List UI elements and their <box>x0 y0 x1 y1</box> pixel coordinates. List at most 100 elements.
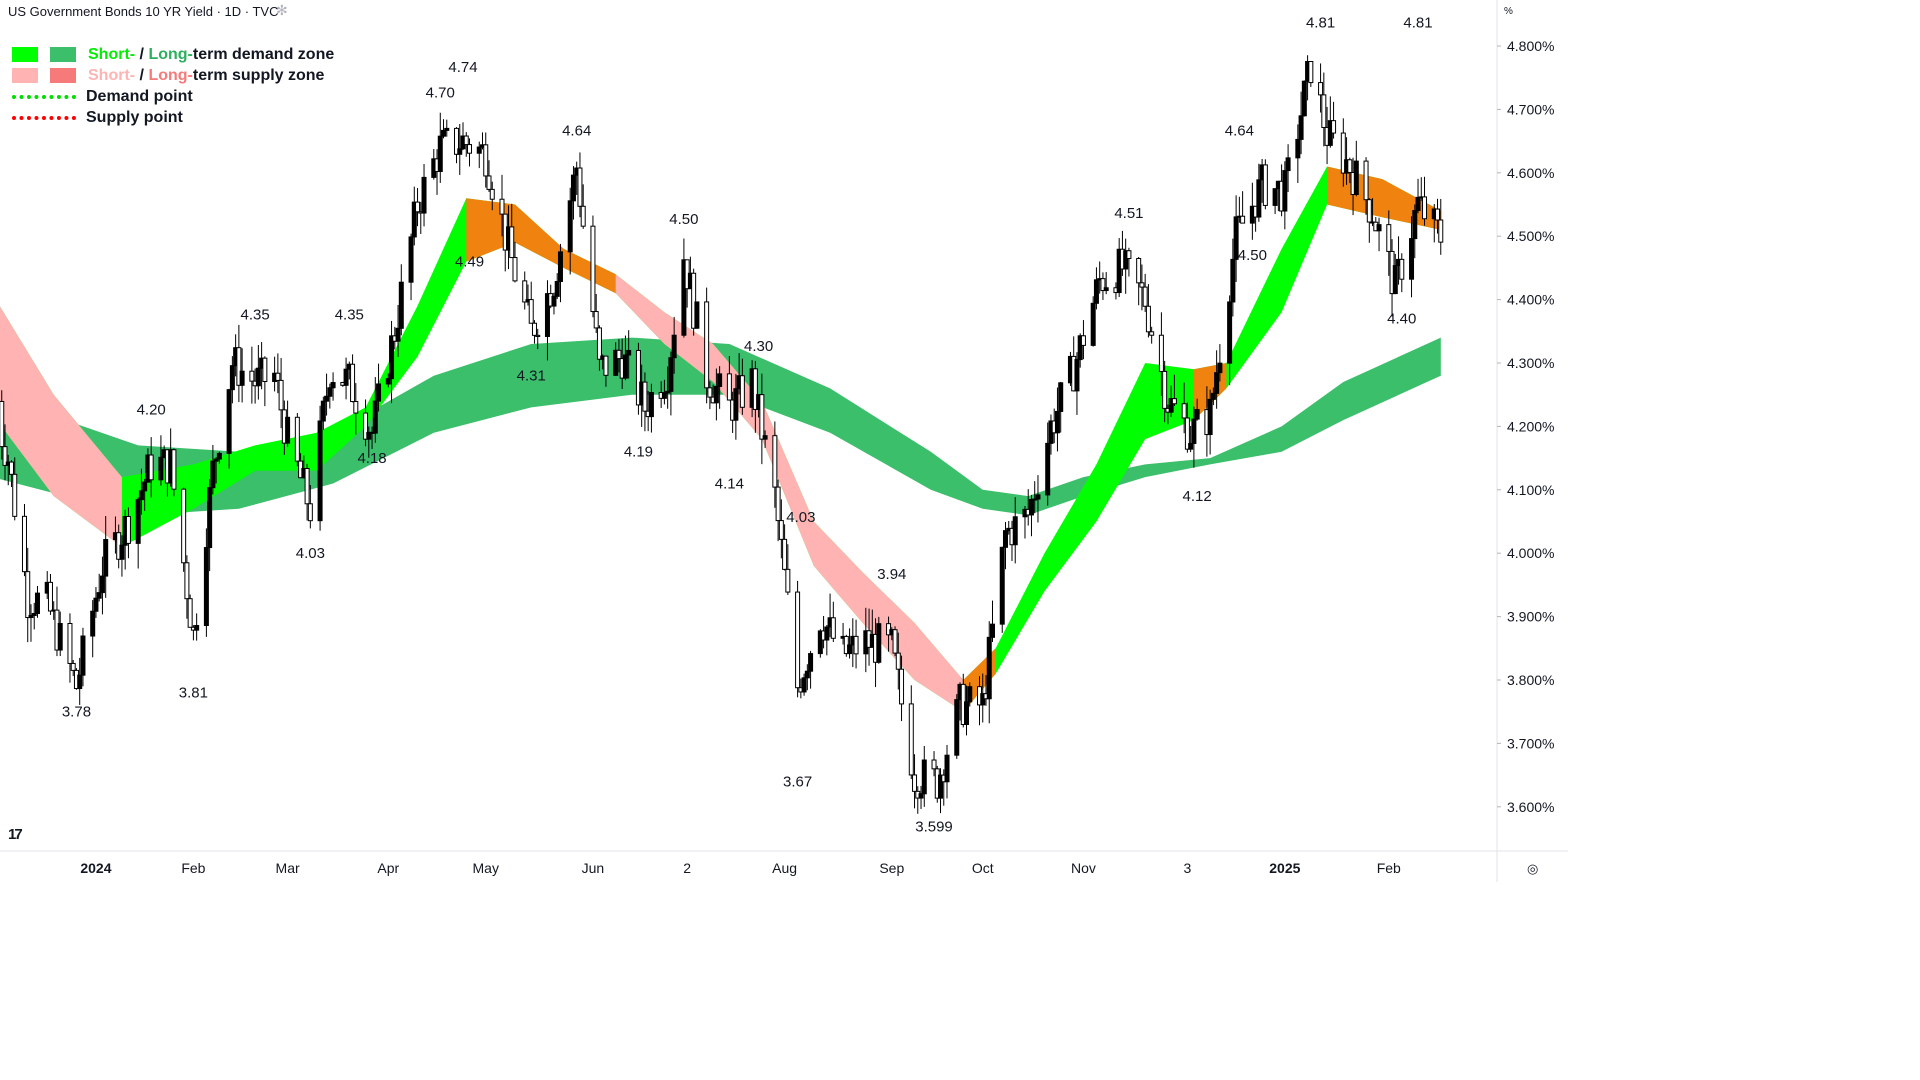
price-annotation: 4.81 <box>1403 15 1432 32</box>
candle-body <box>171 449 177 490</box>
candle-body <box>67 623 73 664</box>
candle-body <box>590 225 596 313</box>
candle-body <box>1145 305 1151 333</box>
candle-body <box>635 349 641 406</box>
candle-body <box>1123 250 1129 270</box>
candle-body <box>398 281 404 329</box>
candle-body <box>1282 170 1288 212</box>
y-tick-label: 3.600% <box>1507 799 1554 815</box>
price-annotation: 4.50 <box>1238 247 1267 264</box>
candle-body <box>330 382 336 389</box>
candle-body <box>444 127 450 131</box>
x-tick-label: Nov <box>1071 860 1096 876</box>
price-annotation: 4.49 <box>455 254 484 271</box>
x-tick-label: May <box>473 860 499 876</box>
candle-body <box>704 301 710 389</box>
candle-body <box>1256 179 1262 218</box>
candle-body <box>668 357 674 392</box>
candle-body <box>1194 409 1200 420</box>
y-tick-label: 4.700% <box>1507 101 1554 117</box>
candle-body <box>2 446 8 466</box>
candle-body <box>1149 331 1155 336</box>
candle-body <box>616 349 622 360</box>
tradingview-logo[interactable]: 17 <box>8 826 23 843</box>
candle-body <box>967 686 973 703</box>
candle-body <box>486 175 492 190</box>
x-tick-label: Aug <box>772 860 797 876</box>
candle-body <box>1171 398 1177 405</box>
candle-body <box>921 759 927 795</box>
candle-body <box>28 614 34 619</box>
candle-body <box>408 236 414 283</box>
candle-body <box>1002 530 1008 548</box>
candle-body <box>895 652 901 670</box>
candle-body <box>918 793 924 799</box>
legend-supply-point-label: Supply point <box>86 108 183 126</box>
candle-body <box>570 174 576 202</box>
candle-body <box>824 626 830 641</box>
candle-body <box>671 334 677 359</box>
candle-body <box>1285 157 1291 172</box>
x-tick-label: 3 <box>1183 860 1191 876</box>
candle-body <box>808 653 814 672</box>
candle-body <box>278 379 284 411</box>
candle-body <box>181 488 187 564</box>
candle-body <box>931 759 937 770</box>
candle-body <box>1116 248 1122 294</box>
candle-body <box>80 635 86 676</box>
candle-body <box>661 392 667 399</box>
x-tick-label: 2025 <box>1269 860 1300 876</box>
candle-body <box>372 400 378 434</box>
candle-body <box>739 375 745 408</box>
candle-body <box>801 677 807 693</box>
candle-body <box>239 370 245 386</box>
candle-body <box>187 598 193 628</box>
candle-body <box>557 251 563 282</box>
candle-body <box>762 435 768 440</box>
candle-body <box>1181 403 1187 419</box>
candle-body <box>1298 115 1304 140</box>
candle-body <box>1142 286 1148 307</box>
candle-body <box>577 167 583 207</box>
candle-body <box>249 370 255 382</box>
candle-body <box>262 357 268 383</box>
candle-body <box>1103 287 1109 292</box>
candle-body <box>782 538 788 570</box>
candle-body <box>853 635 859 655</box>
legend-supply-long: Long- <box>148 66 193 84</box>
candle-body <box>1386 224 1392 252</box>
price-chart[interactable]: 3.78 4.20 3.81 4.35 4.03 4.35 4.18 4.70 4.74 4.49… <box>0 0 1568 882</box>
target-icon[interactable]: ◎ <box>1527 861 1539 876</box>
candle-body <box>327 387 333 397</box>
candle-body <box>580 205 586 227</box>
candle-body <box>642 381 648 412</box>
y-tick-label: 4.200% <box>1507 418 1554 434</box>
candle-body <box>1035 494 1041 500</box>
candle-body <box>304 468 310 505</box>
candle-body <box>353 401 359 414</box>
candle-body <box>376 383 382 402</box>
candle-body <box>681 259 687 336</box>
candle-body <box>1376 224 1382 232</box>
candle-body <box>1262 164 1268 206</box>
candle-body <box>1214 372 1220 394</box>
candle-body <box>1233 216 1239 260</box>
candle-body <box>1321 94 1327 128</box>
legend-supply-short: Short- <box>88 66 136 84</box>
y-tick-label: 4.400% <box>1507 292 1554 308</box>
price-annotation: 3.78 <box>62 704 91 721</box>
candle-body <box>236 347 242 386</box>
candle-body <box>535 334 541 337</box>
price-annotation: 4.81 <box>1306 15 1335 32</box>
candle-body <box>1058 382 1064 412</box>
short-term-zone <box>0 166 1441 712</box>
candle-body <box>1136 258 1142 284</box>
sun-gear-icon[interactable]: ✻ <box>276 2 288 18</box>
y-tick-label: 4.800% <box>1507 38 1554 54</box>
candle-body <box>454 127 460 155</box>
short-demand-swatch <box>12 47 38 62</box>
x-tick-label: Oct <box>972 860 994 876</box>
candle-body <box>892 629 898 654</box>
candle-body <box>210 460 216 489</box>
candle-body <box>899 668 905 705</box>
